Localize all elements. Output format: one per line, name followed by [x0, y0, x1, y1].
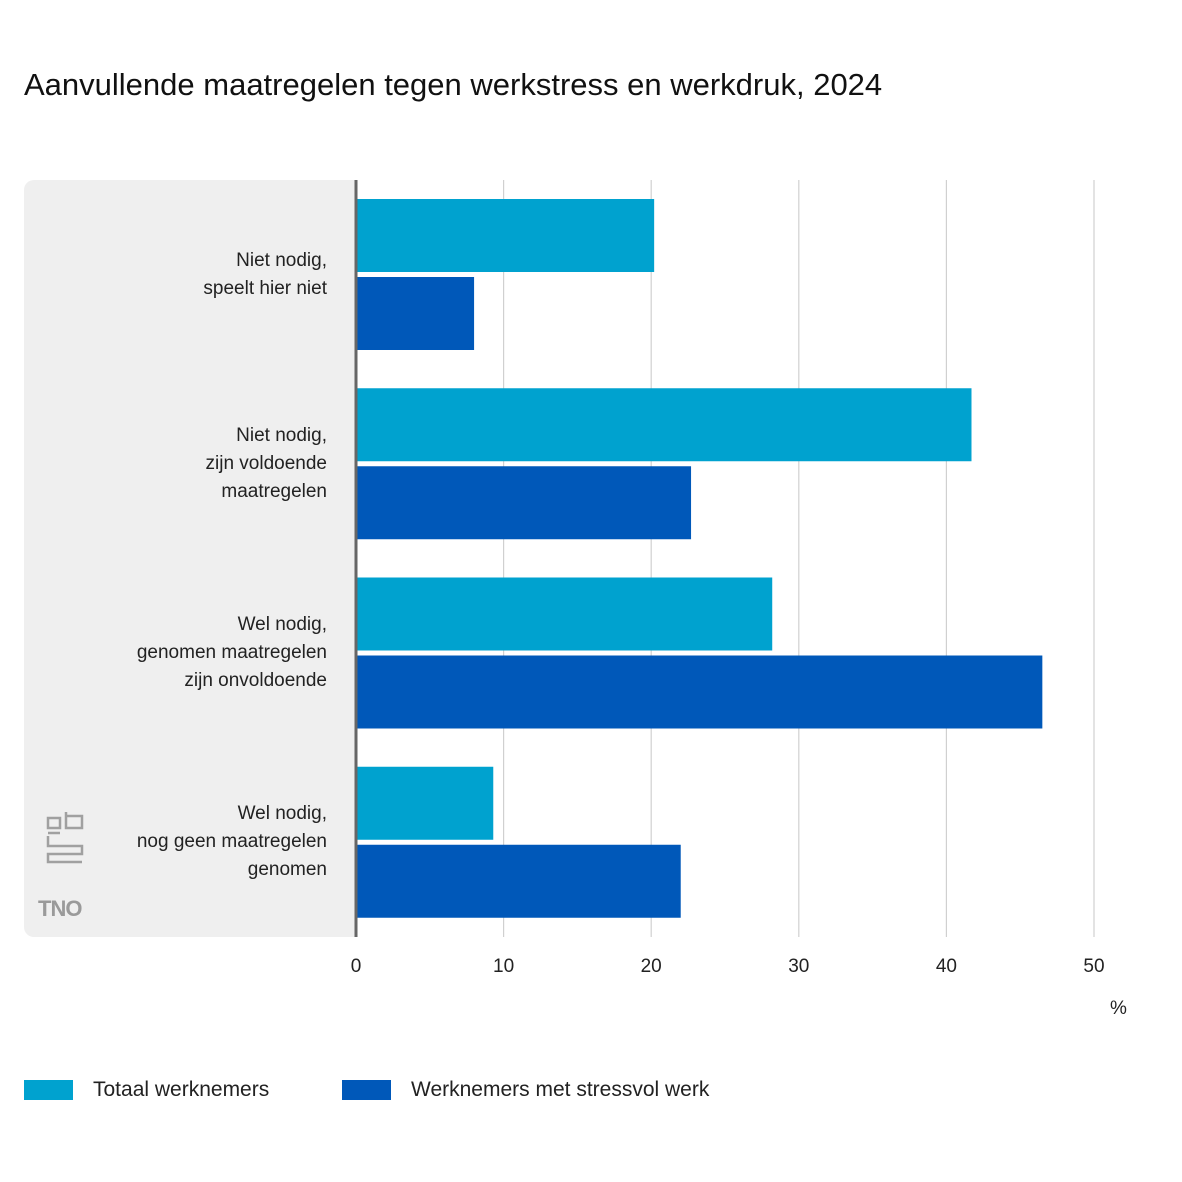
legend-label: Totaal werknemers — [93, 1078, 270, 1101]
bar-stress — [356, 655, 1043, 729]
x-tick-label: 10 — [493, 956, 515, 977]
bar-total — [356, 199, 655, 272]
cbs-logo — [46, 812, 84, 864]
tno-logo: TNO — [38, 896, 82, 921]
x-unit: % — [1110, 998, 1127, 1019]
category-label: Niet nodig, zijn voldoende maatregelen — [205, 424, 327, 502]
legend-label: Werknemers met stressvol werk — [411, 1078, 710, 1101]
legend-swatch — [24, 1080, 73, 1100]
bar-total — [356, 388, 972, 462]
x-tick-label: 20 — [640, 956, 662, 977]
bar-stress — [356, 844, 681, 918]
x-tick-label: 30 — [788, 956, 810, 977]
bar-total — [356, 766, 494, 840]
category-label: Wel nodig, genomen maatregelen zijn onvo… — [136, 614, 327, 692]
legend-item-total: Totaal werknemers — [24, 1078, 269, 1102]
bar-total — [356, 577, 773, 651]
legend-swatch — [342, 1080, 391, 1100]
chart-title: Aanvullende maatregelen tegen werkstress… — [24, 67, 883, 102]
legend-item-stress: Werknemers met stressvol werk — [342, 1078, 709, 1102]
category-label: Niet nodig, speelt hier niet — [203, 249, 327, 299]
bar-stress — [356, 466, 692, 540]
bar-stress — [356, 277, 475, 350]
x-tick-label: 40 — [935, 956, 957, 977]
category-label: Wel nodig, nog geen maatregelen genomen — [136, 803, 327, 881]
x-tick-label: 50 — [1083, 956, 1105, 977]
x-tick-label: 0 — [350, 956, 362, 977]
category-panel — [24, 180, 356, 937]
